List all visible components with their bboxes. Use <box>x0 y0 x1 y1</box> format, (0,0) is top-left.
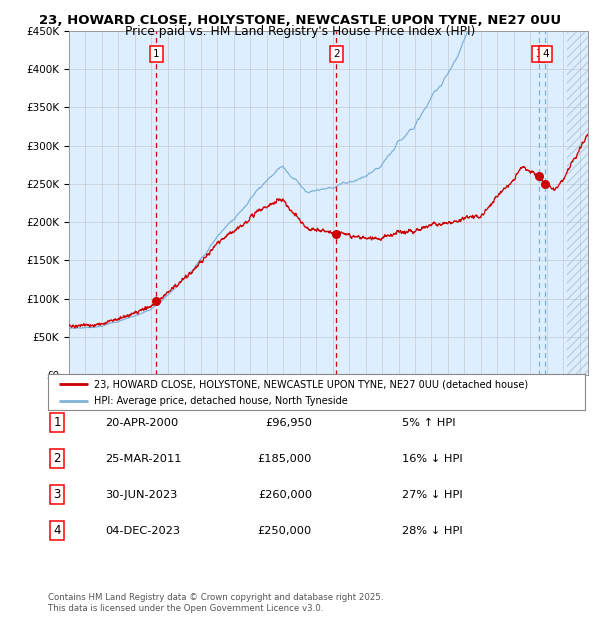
Text: £96,950: £96,950 <box>265 418 312 428</box>
Text: £260,000: £260,000 <box>258 490 312 500</box>
Text: 5% ↑ HPI: 5% ↑ HPI <box>402 418 455 428</box>
Text: 3: 3 <box>53 489 61 501</box>
Text: Contains HM Land Registry data © Crown copyright and database right 2025.
This d: Contains HM Land Registry data © Crown c… <box>48 593 383 613</box>
Text: 3: 3 <box>535 49 542 59</box>
Text: 28% ↓ HPI: 28% ↓ HPI <box>402 526 463 536</box>
Text: £185,000: £185,000 <box>257 454 312 464</box>
Text: 23, HOWARD CLOSE, HOLYSTONE, NEWCASTLE UPON TYNE, NE27 0UU: 23, HOWARD CLOSE, HOLYSTONE, NEWCASTLE U… <box>39 14 561 27</box>
Text: 2: 2 <box>333 49 340 59</box>
Text: Price paid vs. HM Land Registry's House Price Index (HPI): Price paid vs. HM Land Registry's House … <box>125 25 475 38</box>
Text: 1: 1 <box>153 49 160 59</box>
Text: HPI: Average price, detached house, North Tyneside: HPI: Average price, detached house, Nort… <box>94 396 347 405</box>
Text: 23, HOWARD CLOSE, HOLYSTONE, NEWCASTLE UPON TYNE, NE27 0UU (detached house): 23, HOWARD CLOSE, HOLYSTONE, NEWCASTLE U… <box>94 379 528 389</box>
Text: £250,000: £250,000 <box>258 526 312 536</box>
Text: 4: 4 <box>542 49 549 59</box>
Bar <box>568 31 588 375</box>
Text: 27% ↓ HPI: 27% ↓ HPI <box>402 490 463 500</box>
Text: 20-APR-2000: 20-APR-2000 <box>105 418 178 428</box>
Text: 25-MAR-2011: 25-MAR-2011 <box>105 454 182 464</box>
Bar <box>568 31 588 375</box>
Text: 16% ↓ HPI: 16% ↓ HPI <box>402 454 463 464</box>
Text: 1: 1 <box>53 417 61 429</box>
Text: 4: 4 <box>53 525 61 537</box>
Text: 2: 2 <box>53 453 61 465</box>
Text: 30-JUN-2023: 30-JUN-2023 <box>105 490 178 500</box>
Text: 04-DEC-2023: 04-DEC-2023 <box>105 526 180 536</box>
